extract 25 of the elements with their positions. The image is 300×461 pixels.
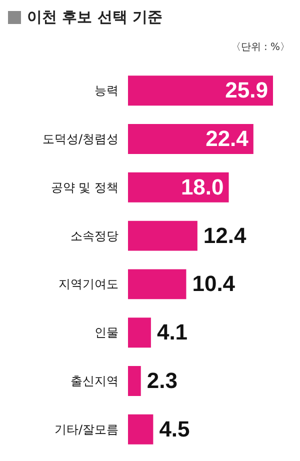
chart-title: 이천 후보 선택 기준 xyxy=(27,8,163,27)
y-tick-label: 인물 xyxy=(94,326,118,340)
data-label: 4.5 xyxy=(159,416,190,442)
bar xyxy=(128,220,198,251)
data-label: 25.9 xyxy=(225,78,268,103)
y-tick-label: 지역기여도 xyxy=(58,277,118,292)
bar xyxy=(128,318,151,348)
y-tick-label: 소속정당 xyxy=(70,228,118,243)
data-label: 18.0 xyxy=(180,174,224,200)
bar xyxy=(128,124,254,154)
y-tick-label: 공약 및 정책 xyxy=(50,180,118,194)
y-tick-label: 출신지역 xyxy=(70,374,118,388)
data-label: 22.4 xyxy=(206,126,250,152)
text: 〈단위 : %〉 xyxy=(230,41,290,54)
bar xyxy=(128,269,186,300)
y-tick-label: 도덕성/청렴성 xyxy=(42,132,118,146)
data-label: 10.4 xyxy=(192,271,236,296)
bar xyxy=(128,414,154,444)
data-label: 2.3 xyxy=(146,368,178,393)
data-label: 4.1 xyxy=(156,320,188,345)
bar xyxy=(128,366,141,396)
bar xyxy=(128,76,273,106)
data-label: 12.4 xyxy=(203,222,248,248)
y-tick-label: 능력 xyxy=(94,84,118,98)
y-tick-label: 기타/잘모름 xyxy=(54,422,118,436)
